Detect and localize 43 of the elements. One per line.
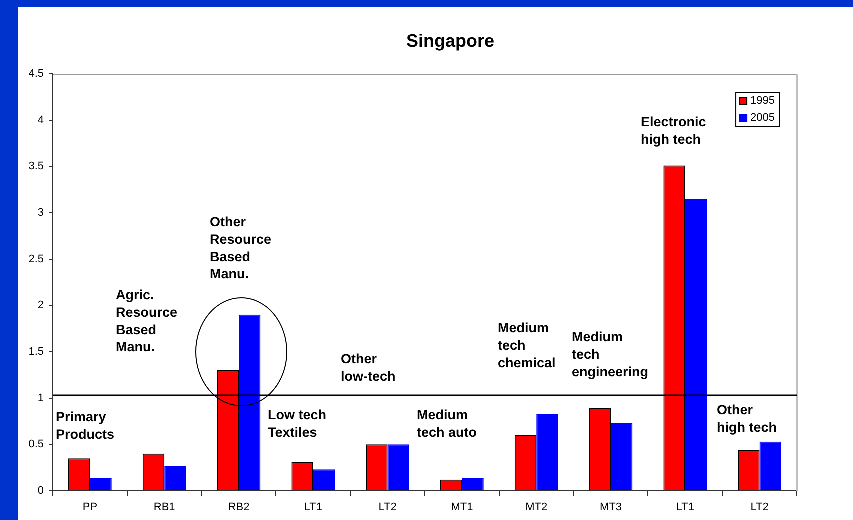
bar xyxy=(313,470,336,490)
x-tick-label: PP xyxy=(82,502,98,514)
y-tick-label: 4.5 xyxy=(28,68,44,80)
annotation: Other low-tech xyxy=(341,352,396,384)
bar xyxy=(462,478,484,490)
annotation: Other high tech xyxy=(717,402,777,435)
x-tick-label: MT3 xyxy=(600,502,622,514)
legend-label: 2005 xyxy=(750,112,776,124)
bar xyxy=(90,478,112,490)
y-tick-label: 3 xyxy=(38,207,44,220)
y-tick-label: 3.5 xyxy=(28,160,44,173)
bar xyxy=(685,199,708,490)
y-tick-label: 1.5 xyxy=(28,346,44,358)
bar xyxy=(760,442,782,490)
bar xyxy=(536,414,558,490)
y-tick-label: 0 xyxy=(38,485,44,498)
chart-title: Singapore xyxy=(406,30,495,51)
bar xyxy=(164,466,186,490)
bar xyxy=(611,423,633,490)
y-tick-label: 0.5 xyxy=(28,438,44,451)
annotation: Other Resource Based Manu. xyxy=(210,214,272,282)
bar xyxy=(239,314,261,490)
y-tick-label: 2 xyxy=(38,300,44,312)
x-tick-label: RB1 xyxy=(154,502,176,514)
x-tick-label: LT1 xyxy=(304,502,322,514)
legend-label: 1995 xyxy=(750,95,776,108)
x-tick-label: MT2 xyxy=(526,502,548,514)
x-tick-label: MT1 xyxy=(451,502,474,514)
x-tick-label: LT1 xyxy=(676,502,694,514)
annotation: Medium tech engineering xyxy=(572,330,649,380)
y-tick-label: 4 xyxy=(38,114,44,126)
x-tick-label: LT2 xyxy=(378,502,397,514)
x-tick-label: LT2 xyxy=(750,502,769,514)
annotation: Low tech Textiles xyxy=(268,408,327,440)
annotation: Primary Products xyxy=(56,410,115,442)
annotation: Medium tech auto xyxy=(417,408,478,440)
annotation: Medium tech chemical xyxy=(498,320,556,370)
annotation: Agric. Resource Based Manu. xyxy=(116,288,178,355)
annotation: Electronic high tech xyxy=(641,114,707,147)
y-tick-label: 2.5 xyxy=(28,253,44,266)
y-tick-label: 1 xyxy=(38,392,44,404)
x-tick-label: RB2 xyxy=(228,502,250,514)
bar xyxy=(388,444,410,490)
